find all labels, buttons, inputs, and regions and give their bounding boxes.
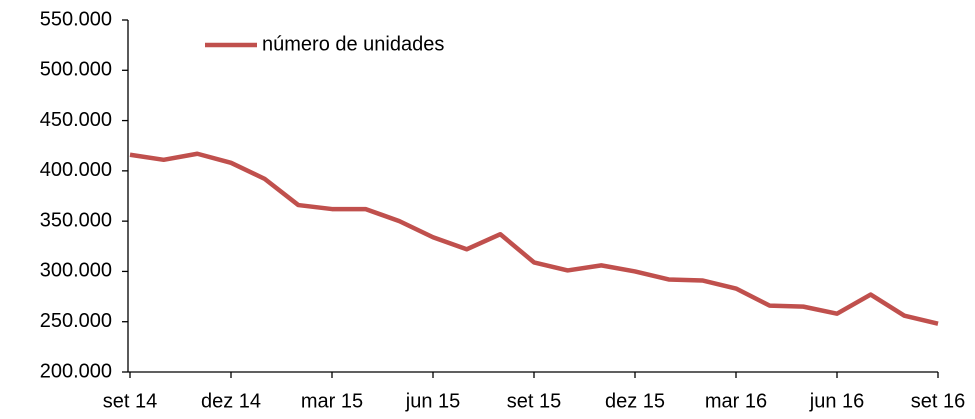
- x-tick-label: dez 15: [605, 390, 665, 412]
- x-tick-label: dez 14: [201, 390, 261, 412]
- y-tick-label: 250.000: [40, 310, 112, 332]
- data-line: [129, 151, 939, 326]
- x-tick-label: set 16: [911, 390, 965, 412]
- x-tick-label: set 14: [103, 390, 157, 412]
- x-tick-label: mar 16: [705, 390, 767, 412]
- y-tick-label: 300.000: [40, 260, 112, 282]
- x-tick-label: jun 16: [809, 390, 865, 412]
- x-tick-label: jun 15: [405, 390, 461, 412]
- y-tick-label: 350.000: [40, 209, 112, 231]
- y-tick-label: 550.000: [40, 8, 112, 30]
- x-tick-label: mar 15: [301, 390, 363, 412]
- legend-label: número de unidades: [262, 33, 444, 55]
- y-tick-label: 200.000: [40, 360, 112, 382]
- y-tick-label: 450.000: [40, 109, 112, 131]
- y-tick-label: 400.000: [40, 159, 112, 181]
- y-tick-label: 500.000: [40, 59, 112, 81]
- x-tick-label: set 15: [507, 390, 561, 412]
